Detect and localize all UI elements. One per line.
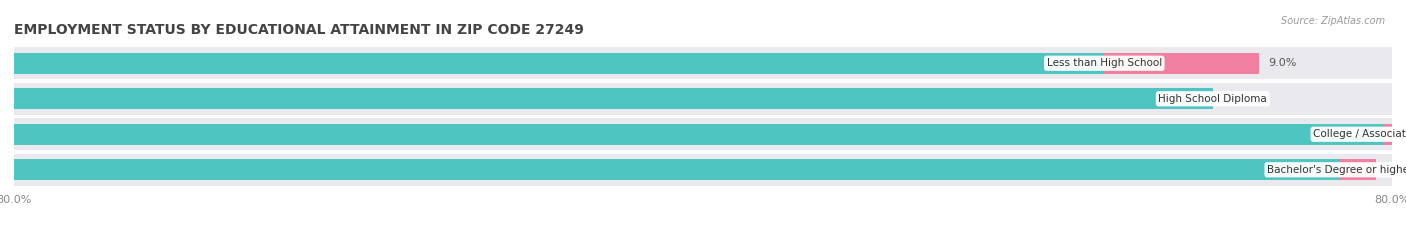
Text: 2.1%: 2.1% <box>1385 165 1406 175</box>
Bar <box>14 159 1340 180</box>
Text: EMPLOYMENT STATUS BY EDUCATIONAL ATTAINMENT IN ZIP CODE 27249: EMPLOYMENT STATUS BY EDUCATIONAL ATTAINM… <box>14 23 583 37</box>
Bar <box>14 154 1392 186</box>
Text: 0.0%: 0.0% <box>1222 94 1250 104</box>
Bar <box>1340 159 1376 180</box>
Text: 79.5%: 79.5% <box>1327 129 1367 139</box>
Text: Bachelor's Degree or higher: Bachelor's Degree or higher <box>1267 165 1406 175</box>
Bar <box>14 47 1392 79</box>
Bar <box>14 88 1213 110</box>
Text: 63.3%: 63.3% <box>1049 58 1087 68</box>
Text: College / Associate Degree: College / Associate Degree <box>1313 129 1406 139</box>
Text: 77.0%: 77.0% <box>1285 165 1323 175</box>
Bar <box>14 118 1392 150</box>
Bar <box>14 123 1384 145</box>
Text: Source: ZipAtlas.com: Source: ZipAtlas.com <box>1281 16 1385 26</box>
Text: 69.6%: 69.6% <box>1157 94 1195 104</box>
Text: High School Diploma: High School Diploma <box>1159 94 1267 104</box>
Text: 9.0%: 9.0% <box>1268 58 1296 68</box>
Text: Less than High School: Less than High School <box>1046 58 1161 68</box>
Bar <box>1384 123 1406 145</box>
Bar <box>14 83 1392 115</box>
Bar <box>14 53 1104 74</box>
Bar <box>1104 53 1260 74</box>
